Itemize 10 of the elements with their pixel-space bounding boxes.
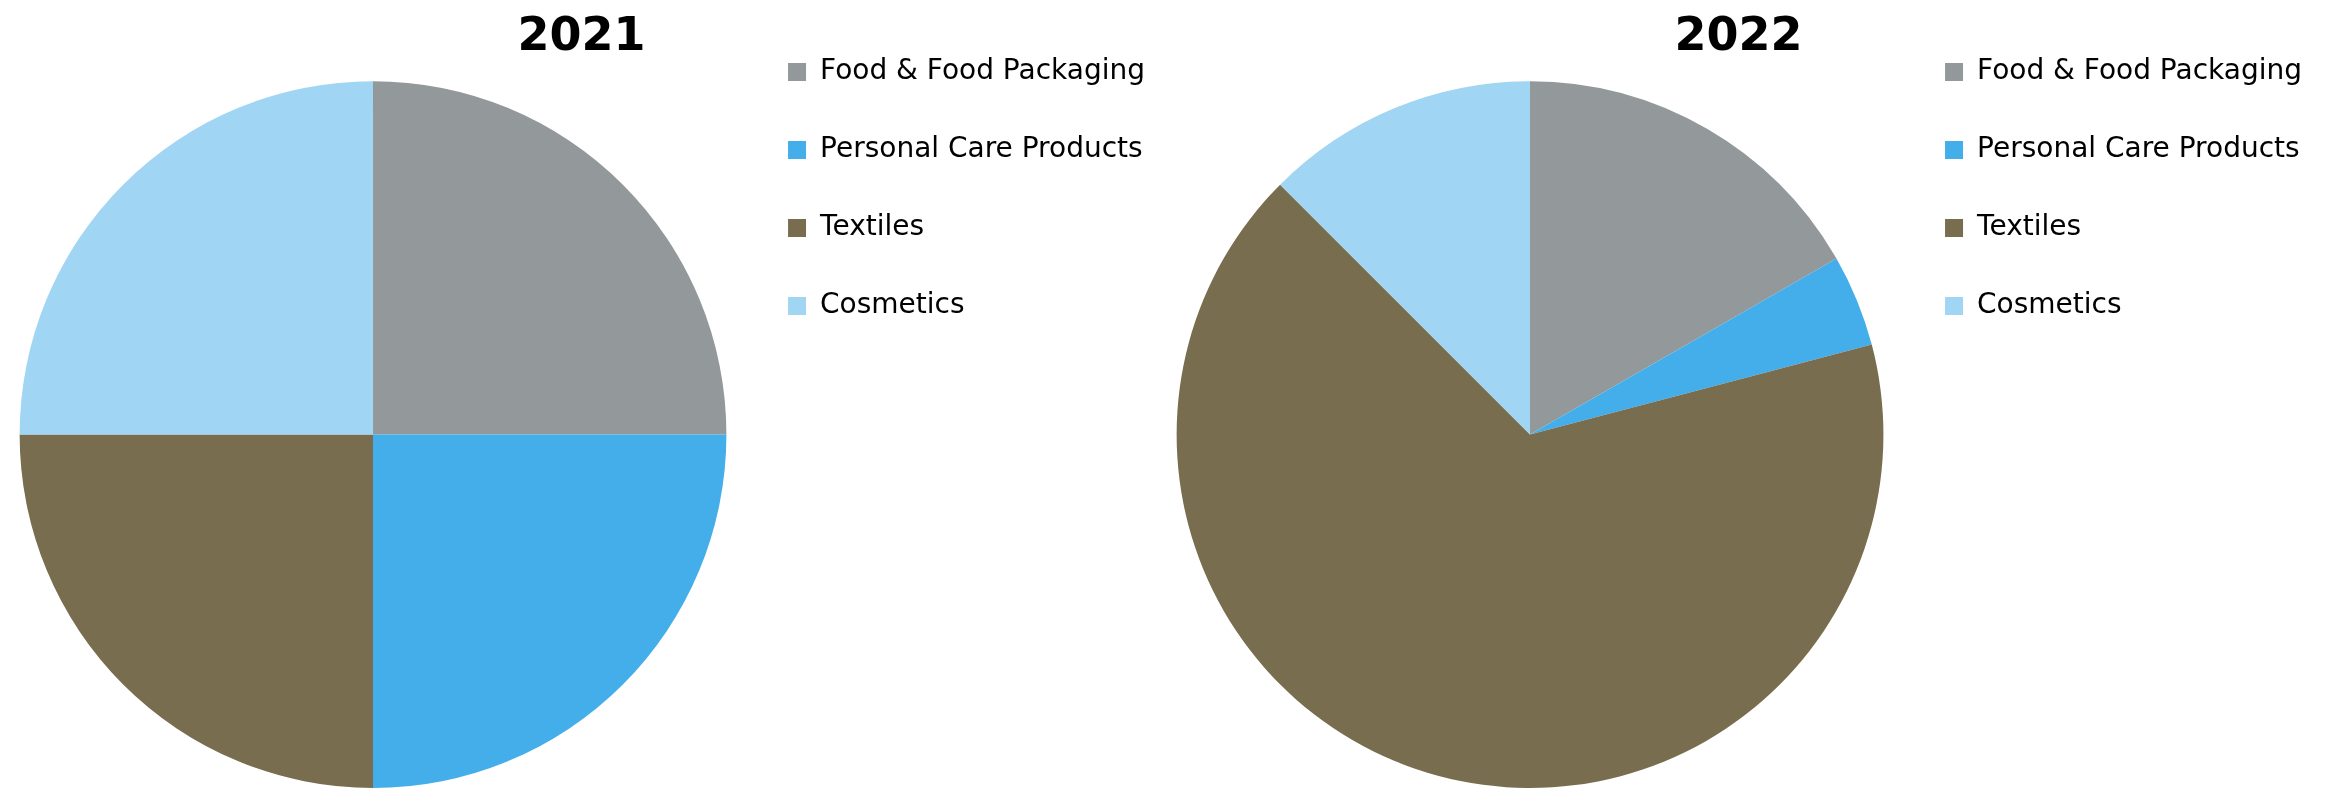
legend-label: Cosmetics — [820, 287, 965, 321]
legend-label: Personal Care Products — [1977, 131, 2300, 165]
chart-title: 2021 — [517, 6, 646, 61]
legend-label: Personal Care Products — [820, 131, 1143, 165]
chart-title: 2022 — [1674, 6, 1803, 61]
legend-label: Cosmetics — [1977, 287, 2122, 321]
legend-label: Textiles — [1976, 209, 2082, 243]
legend-label: Textiles — [819, 209, 925, 243]
legend-label: Food & Food Packaging — [820, 53, 1145, 87]
legend-label: Food & Food Packaging — [1977, 53, 2302, 87]
